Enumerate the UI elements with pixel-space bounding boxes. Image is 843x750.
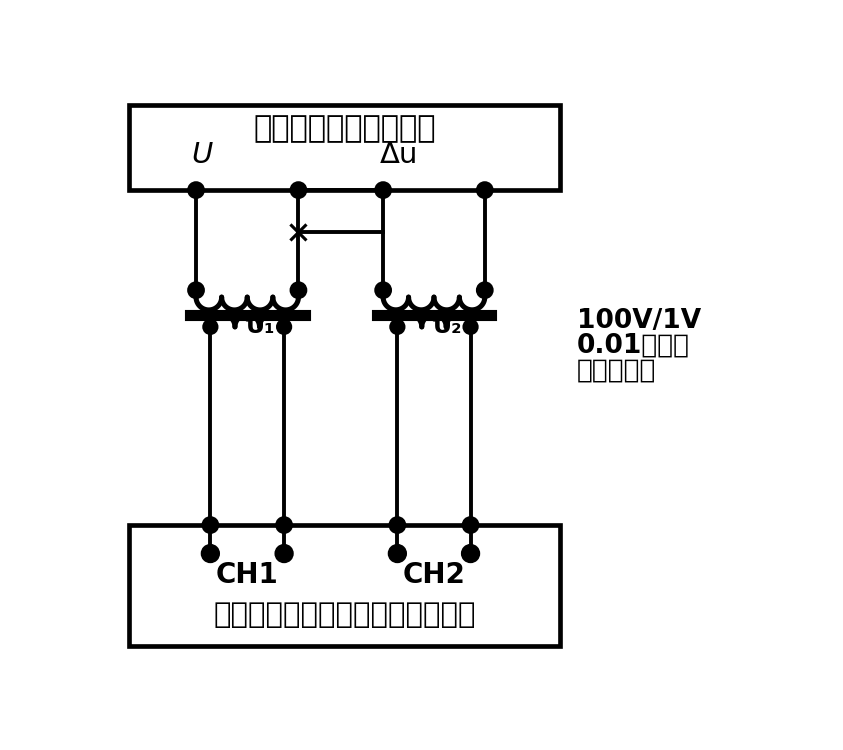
Circle shape (204, 321, 217, 333)
Text: CH2: CH2 (402, 561, 465, 589)
Text: U: U (191, 141, 213, 169)
Text: U̇₂: U̇₂ (433, 314, 463, 338)
Circle shape (278, 321, 290, 333)
Circle shape (389, 546, 405, 561)
Text: 电压互感器: 电压互感器 (577, 357, 657, 383)
Circle shape (277, 518, 291, 532)
Circle shape (376, 183, 390, 197)
Text: CH1: CH1 (216, 561, 279, 589)
Text: U̇₁: U̇₁ (246, 314, 276, 338)
Circle shape (189, 284, 203, 297)
Circle shape (376, 284, 390, 297)
Circle shape (390, 518, 405, 532)
Text: 0.01级精密: 0.01级精密 (577, 333, 690, 358)
Circle shape (478, 183, 491, 197)
Circle shape (391, 321, 404, 333)
Bar (129, 525, 561, 646)
Circle shape (478, 284, 491, 297)
Circle shape (292, 284, 305, 297)
Bar (129, 106, 561, 190)
Text: 互感器校验仪整检装置: 互感器校验仪整检装置 (254, 114, 436, 143)
Circle shape (189, 183, 203, 197)
Circle shape (202, 546, 218, 561)
Circle shape (292, 183, 305, 197)
Circle shape (464, 518, 477, 532)
Text: Δu: Δu (379, 141, 418, 169)
Circle shape (463, 546, 478, 561)
Circle shape (277, 546, 292, 561)
Circle shape (464, 321, 476, 333)
Circle shape (203, 518, 217, 532)
Text: 100V/1V: 100V/1V (577, 308, 701, 334)
Text: 抗直流分量电流互感器误差测试仪: 抗直流分量电流互感器误差测试仪 (213, 602, 476, 629)
